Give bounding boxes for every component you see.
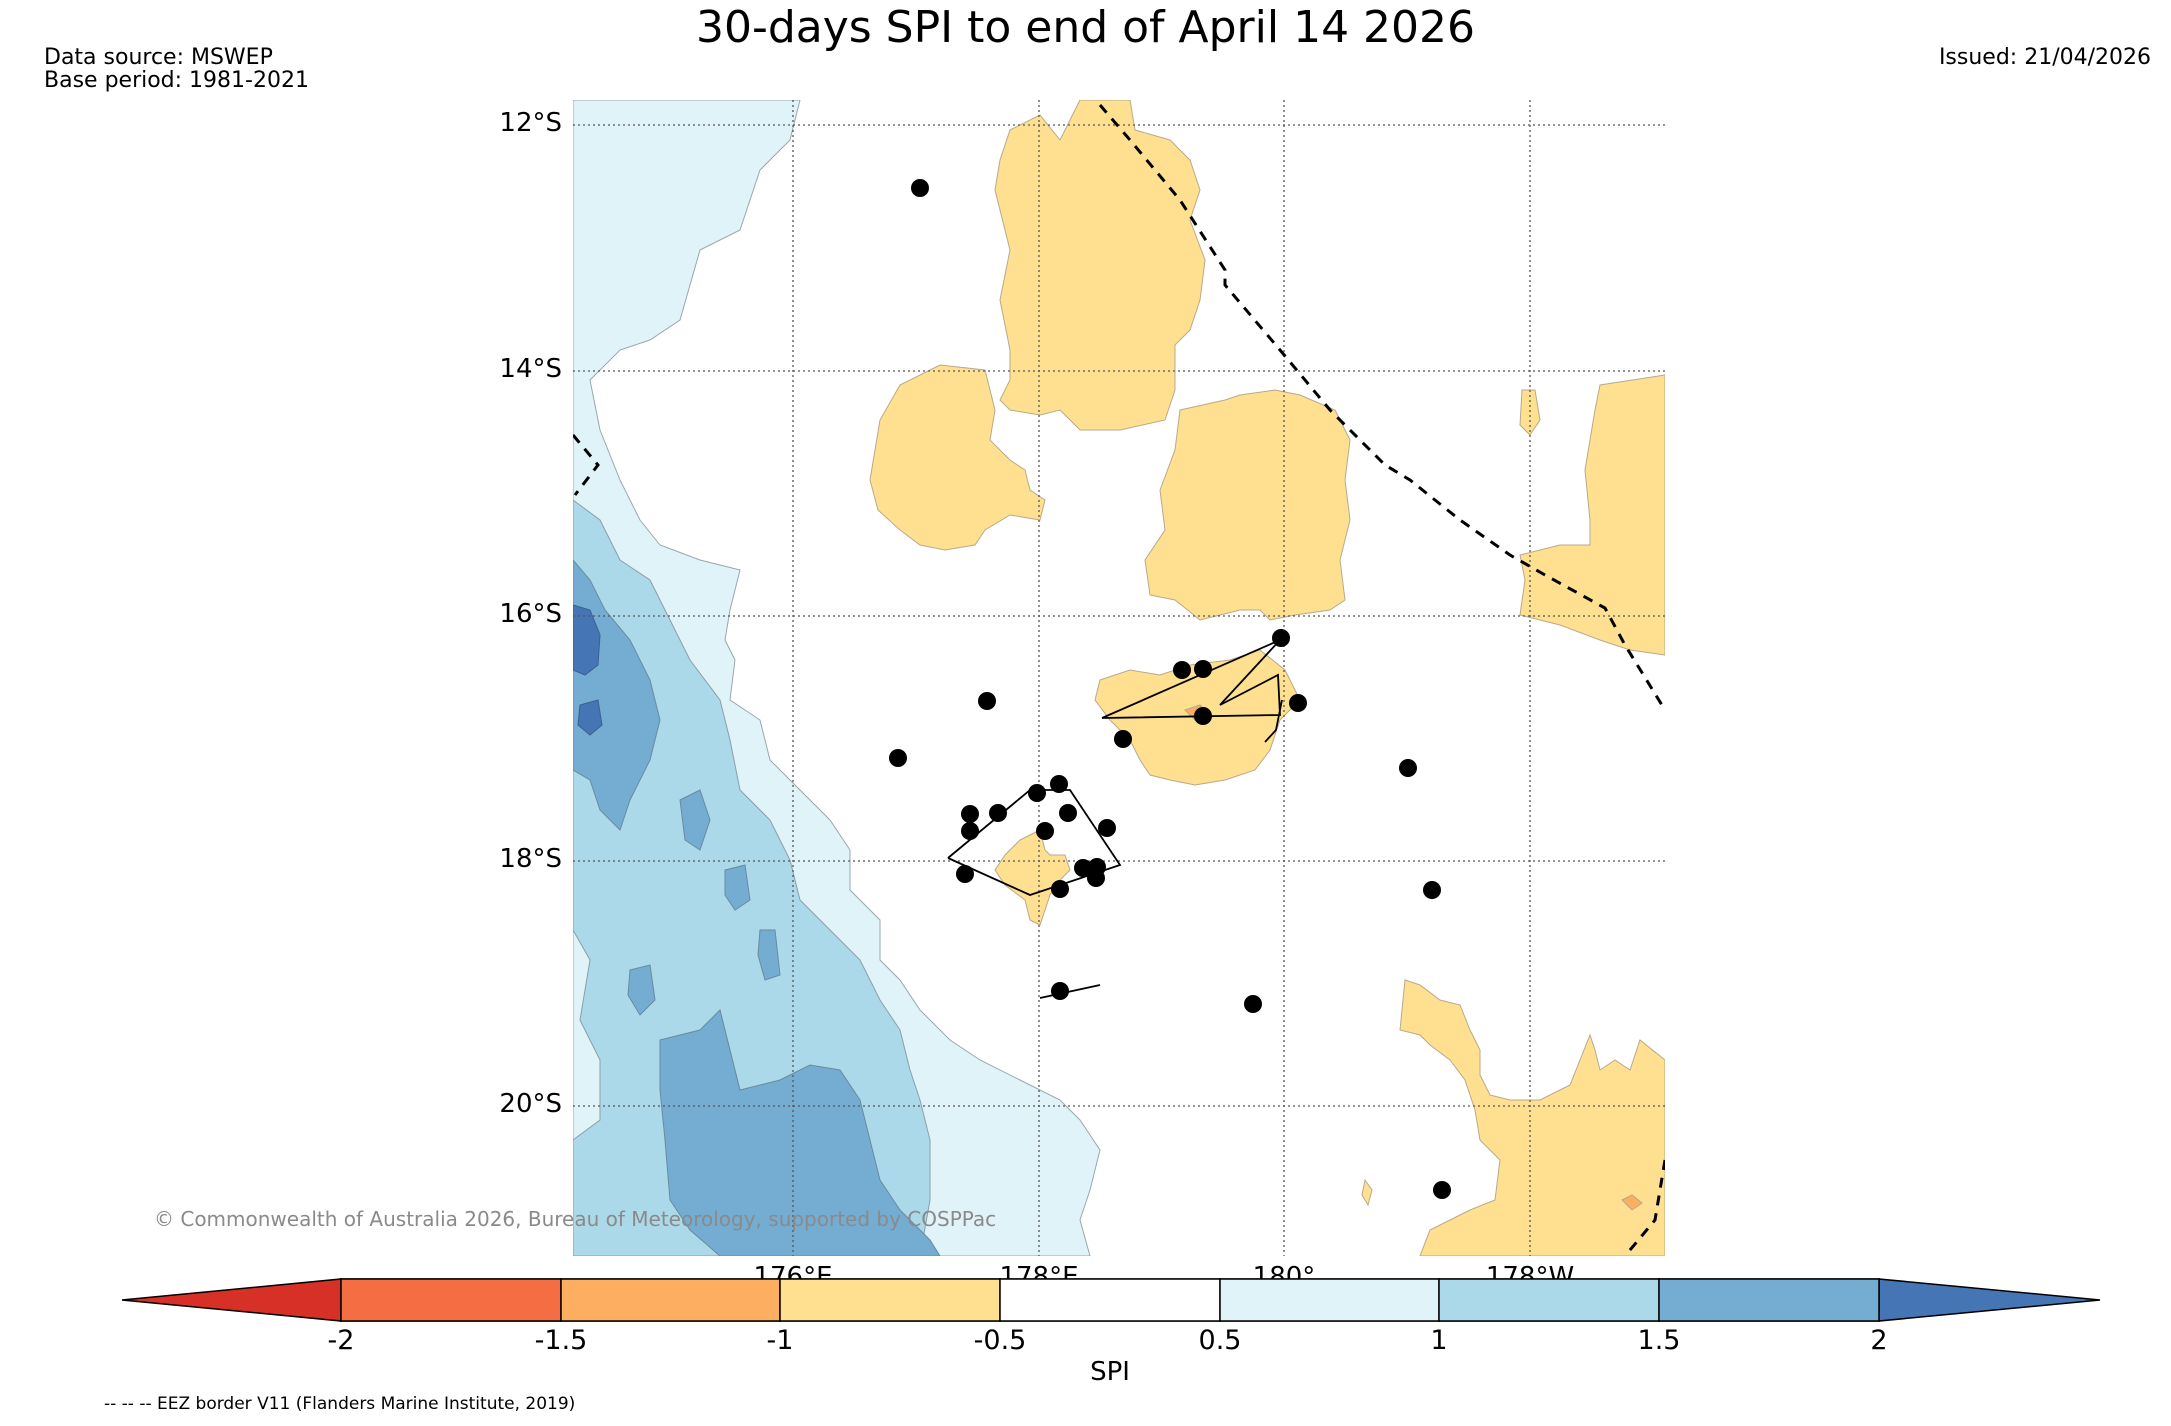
spi-wet-extreme-region-a	[573, 604, 601, 676]
colorbar-tick: 2	[1870, 1325, 1888, 1356]
station-marker	[1173, 661, 1191, 679]
station-marker	[1051, 982, 1069, 1000]
station-marker	[1272, 629, 1290, 647]
spi-dry-region-kadavu	[994, 829, 1071, 926]
lon-label-178w: 178°W	[1485, 1262, 1575, 1292]
spi-wet-extreme-region-b	[577, 699, 603, 736]
station-marker	[1051, 880, 1069, 898]
station-marker	[1289, 694, 1307, 712]
station-marker	[1194, 707, 1212, 725]
colorbar-tick: 0.5	[1198, 1325, 1242, 1356]
colorbar-tick: 1	[1430, 1325, 1448, 1356]
station-marker	[1059, 804, 1077, 822]
data-source: Data source: MSWEP	[44, 45, 273, 70]
copyright-notice: © Commonwealth of Australia 2026, Bureau…	[154, 1207, 997, 1231]
colorbar-extend-high	[1878, 1278, 2101, 1322]
station-marker	[889, 749, 907, 767]
spi-wet-strong-patch-a	[679, 789, 711, 851]
spi-dry-region-north	[994, 100, 1206, 431]
station-marker	[1098, 819, 1116, 837]
graticule	[573, 100, 1665, 1256]
colorbar-tick: -0.5	[973, 1325, 1027, 1356]
station-marker	[1087, 869, 1105, 887]
station-marker	[961, 805, 979, 823]
colorbar-segment	[1658, 1278, 1880, 1322]
coastline	[947, 639, 1283, 999]
lon-label-176e: 176°E	[753, 1262, 833, 1292]
spi-wet-strong-patch-b	[724, 864, 751, 911]
spi-dry-region-west	[869, 364, 1046, 551]
station-marker	[1423, 881, 1441, 899]
lat-label-12s: 12°S	[499, 108, 562, 138]
spi-dry-region-islet	[1519, 389, 1541, 436]
spi-dry-region-east	[1519, 374, 1665, 656]
station-marker	[1244, 995, 1262, 1013]
station-marker	[1114, 730, 1132, 748]
station-marker	[911, 179, 929, 197]
base-period: Base period: 1981-2021	[44, 68, 309, 93]
spi-dry-region-speck	[1361, 1178, 1373, 1207]
spi-dry-region-southeast	[1399, 979, 1665, 1256]
map-panel	[573, 100, 1665, 1256]
station-marker	[1399, 759, 1417, 777]
station-marker	[978, 692, 996, 710]
colorbar-label: SPI	[1090, 1357, 1130, 1387]
colorbar-tick: -2	[327, 1325, 355, 1356]
spi-wet-strong-region-south	[659, 1009, 941, 1256]
station-marker	[989, 804, 1007, 822]
station-marker	[1194, 660, 1212, 678]
lat-label-16s: 16°S	[499, 599, 562, 629]
colorbar-tick: -1.5	[534, 1325, 588, 1356]
lon-label-178e: 178°E	[999, 1262, 1079, 1292]
station-marker	[956, 865, 974, 883]
station-markers	[889, 179, 1451, 1199]
station-marker	[1028, 784, 1046, 802]
lat-label-20s: 20°S	[499, 1089, 562, 1119]
colorbar-tick: 1.5	[1637, 1325, 1681, 1356]
colorbar-tick: -1	[766, 1325, 794, 1356]
eez-legend-footer: -- -- -- EEZ border V11 (Flanders Marine…	[104, 1394, 576, 1414]
colorbar-extend-low	[121, 1278, 342, 1322]
lat-label-14s: 14°S	[499, 354, 562, 384]
station-marker	[1074, 859, 1092, 877]
spi-wet-strong-patch-d	[627, 964, 656, 1016]
map-title: 30-days SPI to end of April 14 2026	[695, 2, 1476, 53]
spi-dry-mid-speck-b	[1621, 1194, 1643, 1211]
lon-label-180: 180°	[1252, 1262, 1316, 1292]
issued-date: Issued: 21/04/2026	[1938, 45, 2151, 70]
lat-label-18s: 18°S	[499, 844, 562, 874]
spi-wet-strong-patch-c	[757, 929, 781, 981]
colorbar	[121, 1278, 2101, 1322]
station-marker	[1050, 775, 1068, 793]
station-marker	[1433, 1181, 1451, 1199]
eez-border	[573, 104, 1665, 1256]
station-marker	[1036, 822, 1054, 840]
station-marker	[961, 822, 979, 840]
colorbar-segment	[340, 1278, 562, 1322]
spi-dry-region-central	[1144, 389, 1351, 621]
